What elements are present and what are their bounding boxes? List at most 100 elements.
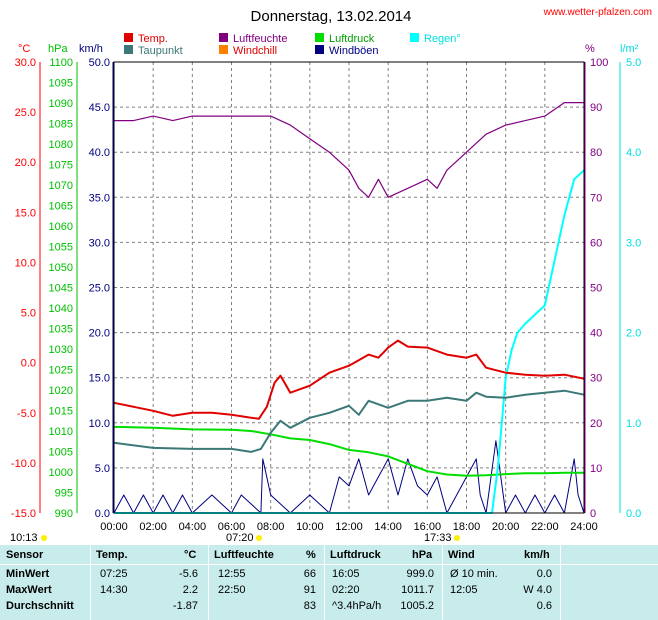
legend-swatch-dew bbox=[124, 45, 133, 54]
series-line-rain bbox=[114, 169, 585, 514]
sun-icon bbox=[256, 535, 262, 541]
rain-tick-label: 1.0 bbox=[626, 418, 641, 430]
stat-t-val: -1.87 bbox=[172, 600, 198, 612]
hpa-tick-label: 1085 bbox=[49, 119, 73, 131]
unit-hpa: hPa bbox=[48, 43, 68, 55]
stat-label: Durchschnitt bbox=[6, 600, 74, 612]
legend-hum: Luftfeuchte bbox=[233, 33, 287, 45]
stat-t-val: -5.6 bbox=[179, 568, 198, 580]
weather-chart: Donnerstag, 13.02.2014 www.wetter-pfalze… bbox=[10, 7, 652, 544]
unit-kmh: km/h bbox=[79, 43, 103, 55]
legend-swatch-windchill bbox=[219, 45, 228, 54]
sunrise-label: 07:20 bbox=[226, 532, 254, 544]
x-tick-label: 12:00 bbox=[335, 521, 363, 533]
hpa-tick-label: 1100 bbox=[49, 57, 73, 69]
stat-w-time: 12:05 bbox=[450, 584, 478, 596]
stat-h-time: 22:50 bbox=[218, 584, 246, 596]
celsius-tick-label: 25.0 bbox=[15, 107, 36, 119]
series-line-pressure bbox=[113, 425, 584, 477]
celsius-tick-label: -5.0 bbox=[17, 408, 36, 420]
rain-tick-label: 0.0 bbox=[626, 508, 641, 520]
hpa-tick-label: 1045 bbox=[49, 283, 73, 295]
humidity-tick-label: 100 bbox=[590, 57, 608, 69]
rain-tick-label: 4.0 bbox=[626, 147, 641, 159]
hpa-tick-label: 1060 bbox=[49, 221, 73, 233]
stat-w-time: Ø 10 min. bbox=[450, 568, 498, 580]
hpa-tick-label: 1050 bbox=[49, 262, 73, 274]
x-tick-label: 16:00 bbox=[414, 521, 442, 533]
series-line-dewpoint bbox=[113, 389, 585, 453]
legend-dew: Taupunkt bbox=[138, 45, 183, 57]
x-tick-label: 00:00 bbox=[100, 521, 128, 533]
hpa-tick-label: 1000 bbox=[49, 467, 73, 479]
humidity-tick-label: 30 bbox=[590, 373, 602, 385]
chart-grid bbox=[114, 62, 584, 513]
col-divider bbox=[442, 545, 443, 620]
celsius-tick-label: 30.0 bbox=[15, 57, 36, 69]
hdr-hum-unit: % bbox=[306, 549, 316, 561]
hpa-tick-label: 1080 bbox=[49, 139, 73, 151]
x-tick-label: 10:00 bbox=[296, 521, 324, 533]
col-divider bbox=[90, 545, 91, 620]
stat-w-val: 0.6 bbox=[536, 600, 552, 612]
hpa-tick-label: 1095 bbox=[49, 78, 73, 90]
humidity-tick-label: 70 bbox=[590, 192, 602, 204]
unit-lm2: l/m² bbox=[620, 43, 639, 55]
unit-celsius: °C bbox=[18, 43, 30, 55]
humidity-tick-label: 90 bbox=[590, 102, 602, 114]
x-tick-label: 14:00 bbox=[374, 521, 402, 533]
stat-p-val: 1011.7 bbox=[401, 584, 434, 596]
stat-p-time: ^3.4hPa/h bbox=[332, 600, 382, 612]
axis-ticks: 30.0 25.0 20.0 15.0 10.0 5.0 0.0 -5.0 -10.0 -15.0… bbox=[11, 57, 641, 520]
stat-w-val: 0.0 bbox=[536, 568, 552, 580]
stat-p-val: 1005.2 bbox=[400, 600, 434, 612]
hpa-tick-label: 1030 bbox=[49, 344, 73, 356]
row-divider bbox=[0, 564, 658, 565]
stat-label: MinWert bbox=[6, 568, 50, 580]
hdr-wind-unit: km/h bbox=[524, 549, 550, 561]
series-line-humidity bbox=[114, 101, 584, 198]
hpa-tick-label: 1035 bbox=[49, 324, 73, 336]
humidity-tick-label: 40 bbox=[590, 328, 602, 340]
celsius-tick-label: 15.0 bbox=[15, 207, 36, 219]
kmh-tick-label: 35.0 bbox=[89, 192, 110, 204]
plot-frame bbox=[113, 61, 585, 514]
humidity-tick-label: 10 bbox=[590, 463, 602, 475]
x-tick-label: 02:00 bbox=[139, 521, 167, 533]
kmh-tick-label: 15.0 bbox=[89, 373, 110, 385]
celsius-tick-label: -15.0 bbox=[11, 508, 36, 520]
col-divider bbox=[208, 545, 209, 620]
hdr-hum: Luftfeuchte bbox=[214, 549, 274, 561]
legend-gust: Windböen bbox=[329, 45, 379, 57]
sun-icon bbox=[454, 535, 460, 541]
stat-p-time: 02:20 bbox=[332, 584, 360, 596]
kmh-tick-label: 40.0 bbox=[89, 147, 110, 159]
hpa-tick-label: 1025 bbox=[49, 365, 73, 377]
celsius-tick-label: 20.0 bbox=[15, 157, 36, 169]
x-tick-label: 06:00 bbox=[218, 521, 246, 533]
stats-table: Sensor Temp. °C Luftfeuchte % Luftdruck … bbox=[0, 545, 658, 620]
x-tick-label: 20:00 bbox=[492, 521, 520, 533]
stat-label: MaxWert bbox=[6, 584, 52, 596]
chart-series bbox=[113, 101, 585, 514]
kmh-tick-label: 5.0 bbox=[95, 463, 110, 475]
stat-h-time: 12:55 bbox=[218, 568, 246, 580]
sunset-label: 17:33 bbox=[424, 532, 452, 544]
hpa-tick-label: 1070 bbox=[49, 180, 73, 192]
humidity-tick-label: 80 bbox=[590, 147, 602, 159]
x-tick-label: 18:00 bbox=[453, 521, 481, 533]
kmh-tick-label: 0.0 bbox=[95, 508, 110, 520]
celsius-tick-label: 0.0 bbox=[21, 358, 36, 370]
legend-temp: Temp. bbox=[138, 33, 168, 45]
hdr-wind: Wind bbox=[448, 549, 475, 561]
hpa-tick-label: 1075 bbox=[49, 160, 73, 172]
humidity-tick-label: 50 bbox=[590, 283, 602, 295]
hdr-temp: Temp. bbox=[96, 549, 128, 561]
site-link[interactable]: www.wetter-pfalzen.com bbox=[543, 7, 652, 18]
legend-swatch-gust bbox=[315, 45, 324, 54]
legend-windchill: Windchill bbox=[233, 45, 277, 57]
legend-swatch-rain bbox=[410, 33, 419, 42]
stat-w-val: W 4.0 bbox=[523, 584, 552, 596]
hpa-tick-label: 1010 bbox=[49, 426, 73, 438]
celsius-tick-label: -10.0 bbox=[11, 458, 36, 470]
